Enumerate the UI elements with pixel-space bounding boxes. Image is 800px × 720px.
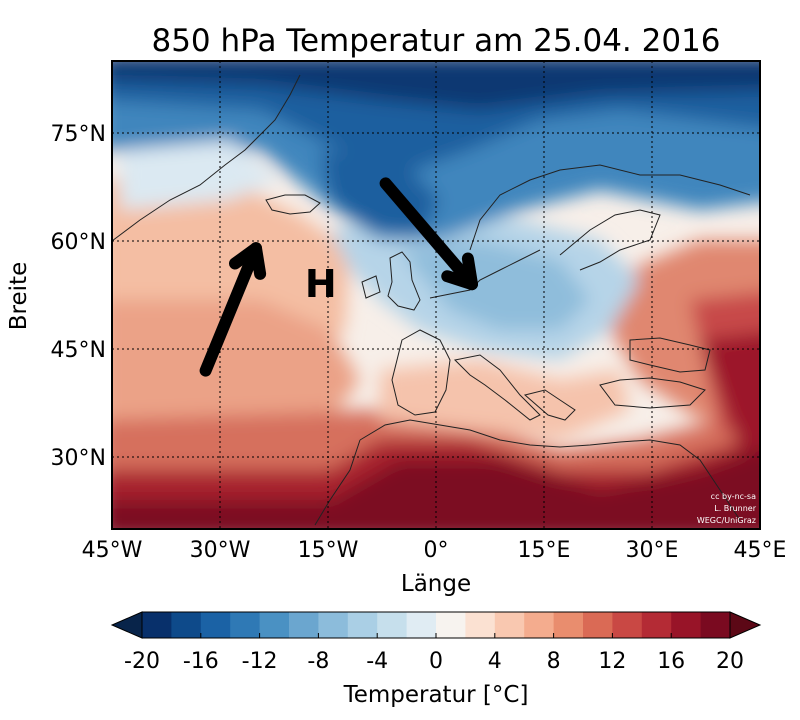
colorbar-bin bbox=[465, 612, 496, 638]
colorbar-tick-label: 4 bbox=[488, 649, 502, 674]
colorbar-tick-label: -12 bbox=[242, 649, 278, 674]
y-axis-label: Breite bbox=[6, 262, 32, 330]
temperature-field bbox=[112, 61, 760, 529]
colorbar-tick-label: 12 bbox=[598, 649, 626, 674]
map-title: 850 hPa Temperatur am 25.04. 2016 bbox=[151, 23, 720, 59]
x-axis-label: Länge bbox=[401, 571, 471, 597]
coastlines bbox=[112, 74, 751, 526]
colorbar-tick-label: 20 bbox=[716, 649, 744, 674]
colorbar-bin bbox=[289, 612, 319, 638]
x-tick-label: 45°E bbox=[734, 538, 787, 563]
high-pressure-label: H bbox=[305, 262, 337, 306]
colorbar bbox=[110, 611, 762, 639]
colorbar-bin bbox=[524, 612, 555, 638]
x-tick-label: 30°W bbox=[190, 538, 251, 563]
colorbar-tick-label: 0 bbox=[429, 649, 443, 674]
x-axis-ticks: 45°W 30°W 15°W 0° 15°E 30°E 45°E bbox=[82, 538, 787, 563]
colorbar-ticks: -20 -16 -12 -8 -4 0 4 8 12 16 20 bbox=[124, 633, 744, 674]
credit-line-1: cc by-nc-sa bbox=[711, 492, 756, 501]
x-tick-label: 15°E bbox=[518, 538, 571, 563]
x-tick-label: 0° bbox=[424, 538, 449, 563]
colorbar-bin bbox=[171, 612, 202, 638]
credit-line-2: L. Brunner bbox=[714, 504, 756, 513]
y-tick-label: 75°N bbox=[51, 122, 106, 147]
colorbar-tick-label: 8 bbox=[547, 649, 561, 674]
colorbar-bin bbox=[318, 612, 349, 638]
colorbar-bin bbox=[200, 612, 231, 638]
warm-air-advection-arrow bbox=[199, 242, 267, 377]
x-tick-label: 30°E bbox=[626, 538, 679, 563]
colorbar-tick-label: -20 bbox=[124, 649, 160, 674]
colorbar-over-extension bbox=[729, 611, 762, 639]
colorbar-bin bbox=[142, 612, 172, 638]
graticule bbox=[112, 61, 760, 529]
credit-text: cc by-nc-sa L. Brunner WEGC/UniGraz bbox=[697, 492, 757, 525]
colorbar-bin bbox=[436, 612, 466, 638]
colorbar-bin bbox=[406, 612, 437, 638]
colorbar-bin bbox=[700, 612, 731, 638]
y-tick-label: 60°N bbox=[51, 230, 106, 255]
colorbar-tick-label: -4 bbox=[366, 649, 388, 674]
colorbar-bin bbox=[671, 612, 702, 638]
x-tick-label: 15°W bbox=[298, 538, 359, 563]
colorbar-bin bbox=[553, 612, 584, 638]
colorbar-under-extension bbox=[110, 611, 143, 639]
colorbar-bin bbox=[377, 612, 408, 638]
map-frame bbox=[111, 60, 761, 530]
colorbar-tick-label: -8 bbox=[307, 649, 329, 674]
colorbar-bin bbox=[641, 612, 672, 638]
colorbar-bin bbox=[612, 612, 643, 638]
colorbar-label: Temperatur [°C] bbox=[343, 682, 529, 708]
y-axis-ticks: 75°N 60°N 45°N 30°N bbox=[51, 122, 106, 471]
cold-air-advection-arrow bbox=[379, 177, 478, 291]
colorbar-bin bbox=[230, 612, 261, 638]
colorbar-bin bbox=[494, 612, 525, 638]
colorbar-tick-label: -16 bbox=[183, 649, 219, 674]
x-tick-label: 45°W bbox=[82, 538, 143, 563]
y-tick-label: 45°N bbox=[51, 338, 106, 363]
colorbar-tick-label: 16 bbox=[657, 649, 685, 674]
colorbar-bin bbox=[347, 612, 378, 638]
colorbar-bin bbox=[583, 612, 613, 638]
y-tick-label: 30°N bbox=[51, 446, 106, 471]
colorbar-bin bbox=[259, 612, 290, 638]
arrow-layer bbox=[199, 177, 478, 377]
credit-line-3: WEGC/UniGraz bbox=[697, 516, 756, 525]
